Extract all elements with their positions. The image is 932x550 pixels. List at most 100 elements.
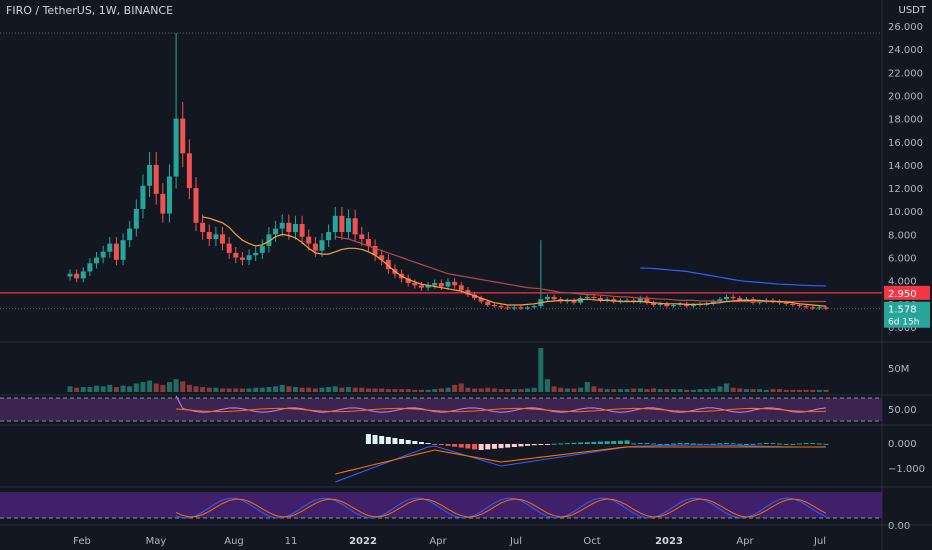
volume-bar: [332, 386, 338, 392]
macd-hist-bar: [777, 443, 783, 445]
candle-body: [664, 303, 670, 307]
volume-bar: [458, 383, 464, 392]
volume-bar: [564, 388, 570, 392]
macd-hist-bar: [717, 443, 723, 445]
macd-axis-label: −1.000: [888, 464, 925, 475]
candle-body: [511, 307, 517, 309]
candle-body: [94, 257, 100, 264]
candle-body: [346, 218, 352, 233]
macd-line: [335, 444, 827, 483]
volume-bar: [352, 387, 358, 392]
candle-body: [505, 307, 511, 309]
candle-body: [757, 301, 763, 303]
volume-bar: [405, 389, 411, 392]
candle-body: [127, 228, 133, 241]
macd-hist-bar: [544, 444, 550, 445]
candle-body: [359, 234, 365, 240]
candle-body: [153, 164, 159, 194]
volume-bar: [372, 388, 378, 392]
candle-body: [239, 257, 245, 260]
candle-body: [326, 232, 332, 241]
volume-bar: [253, 387, 259, 392]
volume-bar: [418, 389, 424, 392]
volume-bar: [452, 384, 458, 392]
macd-hist-bar: [418, 442, 424, 444]
volume-bar: [140, 382, 146, 392]
candle-body: [690, 305, 696, 307]
volume-bar: [445, 387, 451, 392]
macd-hist-bar: [743, 443, 749, 445]
macd-hist-bar: [365, 434, 371, 444]
candle-body: [670, 305, 676, 307]
volume-bar: [312, 388, 318, 392]
candle-body: [87, 263, 93, 272]
candle-body: [544, 296, 550, 300]
candle-body: [226, 243, 232, 253]
x-tick-label: Apr: [429, 536, 447, 547]
candle-body: [531, 306, 537, 308]
symbol-title: FIRO / TetherUS, 1W, BINANCE: [6, 4, 174, 17]
candle-body: [498, 306, 504, 308]
volume-bar: [810, 389, 816, 392]
price-tick-label: 10.000: [888, 207, 923, 218]
macd-hist-bar: [538, 444, 544, 445]
volume-bar: [704, 389, 710, 392]
macd-hist-bar: [571, 442, 577, 444]
candle-body: [259, 245, 265, 253]
macd-hist-bar: [604, 441, 610, 444]
macd-hist-bar: [796, 443, 802, 445]
macd-hist-bar: [730, 443, 736, 445]
macd-hist-bar: [591, 441, 597, 444]
volume-bar: [611, 389, 617, 392]
price-tick-label: 26.000: [888, 22, 923, 33]
volume-bar: [777, 389, 783, 392]
volume-bar: [790, 389, 796, 392]
volume-bar: [153, 383, 159, 392]
candle-body: [372, 245, 378, 256]
volume-bar: [677, 389, 683, 392]
volume-bar: [273, 386, 279, 392]
macd-hist-bar: [478, 444, 484, 450]
candle-body: [458, 285, 464, 290]
macd-hist-bar: [611, 441, 617, 444]
candle-body: [279, 222, 285, 229]
volume-bar: [803, 389, 809, 392]
price-tick-label: 6.000: [888, 254, 917, 265]
candle-body: [140, 185, 146, 209]
candle-body: [292, 223, 298, 233]
volume-bar: [100, 386, 106, 392]
volume-bar: [127, 386, 133, 392]
x-tick-label: Aug: [224, 536, 244, 547]
macd-signal-line: [335, 446, 826, 475]
candle-body: [405, 278, 411, 284]
macd-hist-bar: [651, 443, 657, 445]
volume-bar: [690, 389, 696, 392]
volume-bar: [465, 387, 471, 392]
candle-body: [332, 215, 338, 233]
volume-bar: [359, 387, 365, 392]
volume-bar: [226, 388, 232, 392]
candle-body: [365, 239, 371, 246]
candle-body: [491, 305, 497, 307]
macd-hist-bar: [803, 443, 809, 445]
candle-body: [810, 307, 816, 309]
volume-bar: [173, 379, 179, 392]
volume-bar: [200, 387, 206, 392]
macd-hist-bar: [750, 443, 756, 445]
candle-body: [306, 236, 312, 244]
volume-bar: [551, 386, 557, 392]
candle-body: [319, 240, 325, 251]
price-tick-label: 22.000: [888, 68, 923, 79]
candle-body: [253, 252, 259, 256]
candle-body: [637, 298, 643, 302]
rsi-ma-line: [176, 407, 827, 413]
volume-bar: [286, 386, 292, 392]
volume-bar: [637, 388, 643, 392]
price-tick-label: 14.000: [888, 161, 923, 172]
macd-hist-bar: [379, 436, 385, 444]
volume-bar: [604, 389, 610, 392]
candle-body: [160, 193, 166, 214]
volume-bar: [259, 387, 265, 392]
candle-body: [74, 273, 80, 279]
